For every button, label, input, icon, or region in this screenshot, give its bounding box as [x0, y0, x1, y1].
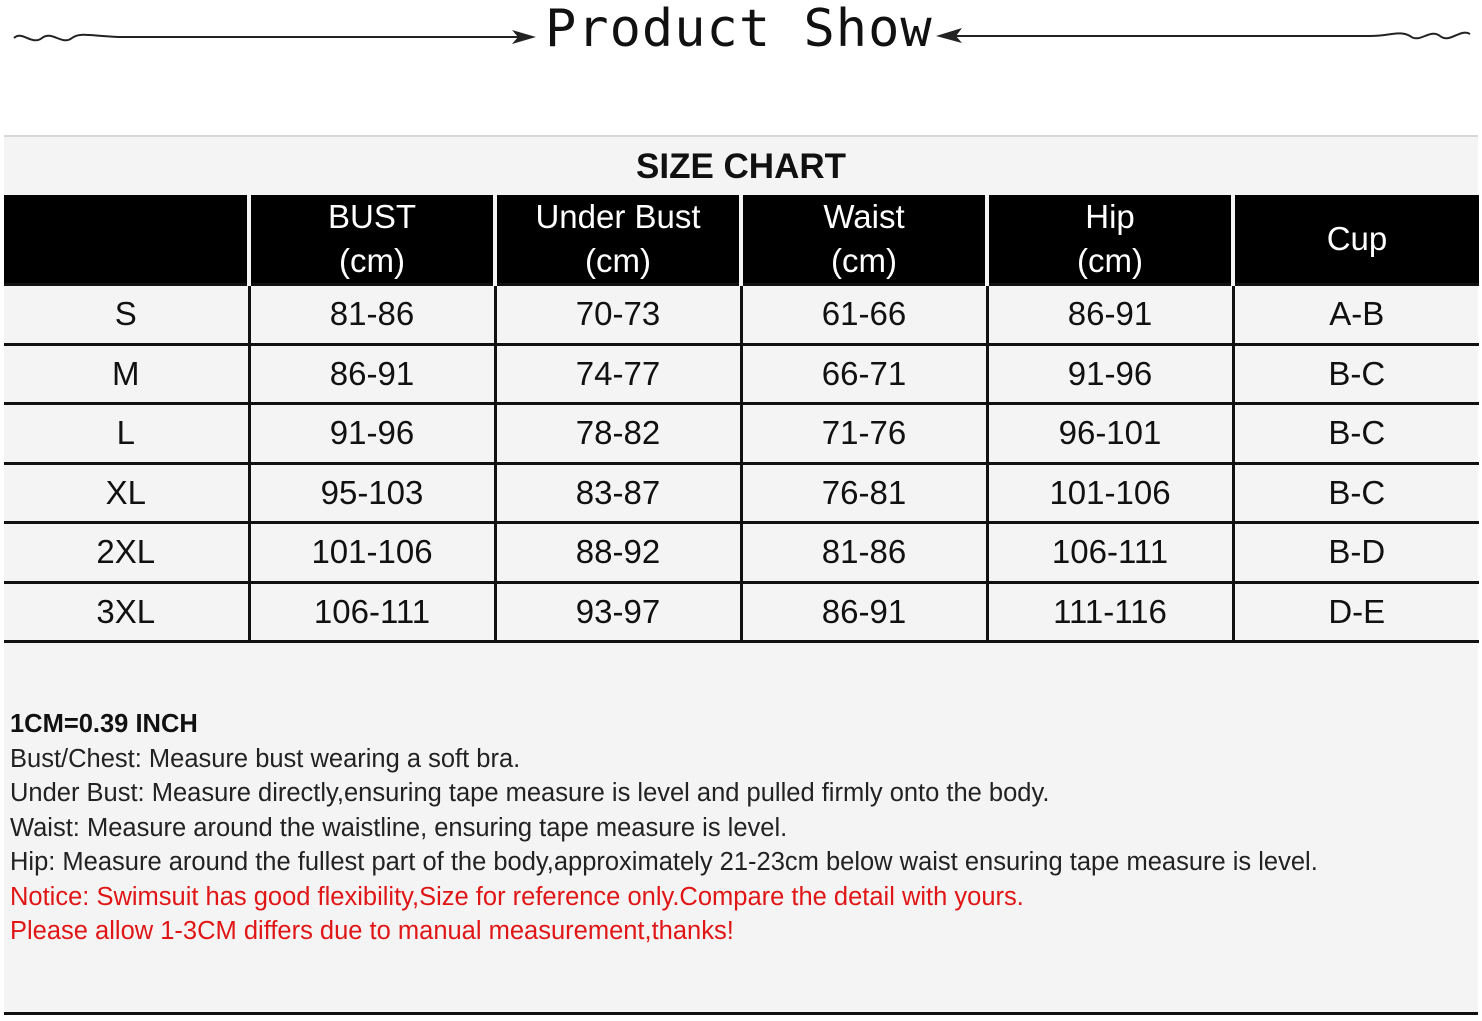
table-row: M 86-91 74-77 66-71 91-96 B-C — [4, 342, 1479, 404]
header-cell-hip: Hip (cm) — [985, 195, 1233, 285]
notice-flexibility: Notice: Swimsuit has good flexibility,Si… — [10, 882, 1024, 911]
waist-cell: 86-91 — [739, 580, 987, 643]
under-bust-cell: 74-77 — [493, 342, 741, 404]
hip-cell: 91-96 — [985, 342, 1233, 404]
cup-cell: A-B — [1231, 283, 1479, 344]
table-row: S 81-86 70-73 61-66 86-91 A-B — [4, 283, 1479, 344]
cup-cell: B-C — [1231, 342, 1479, 404]
cup-cell: B-D — [1231, 521, 1479, 582]
under-bust-cell: 83-87 — [493, 461, 741, 523]
hip-cell: 111-116 — [985, 580, 1233, 643]
table-row: XL 95-103 83-87 76-81 101-106 B-C — [4, 461, 1479, 523]
note-bust: Bust/Chest: Measure bust wearing a soft … — [10, 744, 521, 773]
product-show-banner: Product Show — [0, 0, 1482, 70]
hip-cell: 86-91 — [985, 283, 1233, 344]
cup-cell: D-E — [1231, 580, 1479, 643]
conversion-note: 1CM=0.39 INCH — [10, 710, 198, 738]
waist-cell: 66-71 — [739, 342, 987, 404]
banner-title: Product Show — [545, 0, 933, 59]
size-chart-title: SIZE CHART — [636, 147, 846, 186]
hip-cell: 106-111 — [985, 521, 1233, 582]
under-bust-cell: 78-82 — [493, 402, 741, 463]
waist-cell: 71-76 — [739, 402, 987, 463]
bust-cell: 91-96 — [247, 402, 495, 463]
bust-cell: 106-111 — [247, 580, 495, 643]
cup-cell: B-C — [1231, 461, 1479, 523]
table-row: 3XL 106-111 93-97 86-91 111-116 D-E — [4, 580, 1479, 643]
cup-cell: B-C — [1231, 402, 1479, 463]
hip-cell: 96-101 — [985, 402, 1233, 463]
note-hip: Hip: Measure around the fullest part of … — [10, 848, 1318, 876]
notice-measurement-tolerance: Please allow 1-3CM differs due to manual… — [10, 917, 734, 945]
bust-cell: 86-91 — [247, 342, 495, 404]
note-under-bust: Under Bust: Measure directly,ensuring ta… — [10, 779, 1050, 807]
table-row: 2XL 101-106 88-92 81-86 106-111 B-D — [4, 521, 1479, 582]
header-cell-under-bust: Under Bust (cm) — [493, 195, 741, 285]
header-cell-cup: Cup — [1231, 195, 1479, 285]
under-bust-cell: 70-73 — [493, 283, 741, 344]
table-header-row: BUST (cm) Under Bust (cm) Waist (cm) Hip… — [4, 195, 1479, 285]
bust-cell: 81-86 — [247, 283, 495, 344]
header-cell-size — [4, 195, 249, 285]
waist-cell: 76-81 — [739, 461, 987, 523]
size-cell: L — [4, 402, 249, 463]
size-cell: S — [4, 283, 249, 344]
banner-arrows-decoration — [13, 28, 1471, 44]
bust-cell: 95-103 — [247, 461, 495, 523]
under-bust-cell: 88-92 — [493, 521, 741, 582]
size-cell: M — [4, 342, 249, 404]
hip-cell: 101-106 — [985, 461, 1233, 523]
size-cell: 2XL — [4, 521, 249, 582]
header-cell-bust: BUST (cm) — [247, 195, 495, 285]
under-bust-cell: 93-97 — [493, 580, 741, 643]
note-waist: Waist: Measure around the waistline, ens… — [10, 813, 788, 842]
size-cell: XL — [4, 461, 249, 523]
size-chart-panel: SIZE CHART BUST (cm) Under Bust (cm) Wai… — [4, 135, 1479, 1015]
measurement-notes: 1CM=0.39 INCH Bust/Chest: Measure bust w… — [10, 707, 1470, 949]
size-cell: 3XL — [4, 580, 249, 643]
size-chart-table: BUST (cm) Under Bust (cm) Waist (cm) Hip… — [4, 195, 1479, 643]
bust-cell: 101-106 — [247, 521, 495, 582]
table-row: L 91-96 78-82 71-76 96-101 B-C — [4, 402, 1479, 463]
waist-cell: 81-86 — [739, 521, 987, 582]
header-cell-waist: Waist (cm) — [739, 195, 987, 285]
waist-cell: 61-66 — [739, 283, 987, 344]
